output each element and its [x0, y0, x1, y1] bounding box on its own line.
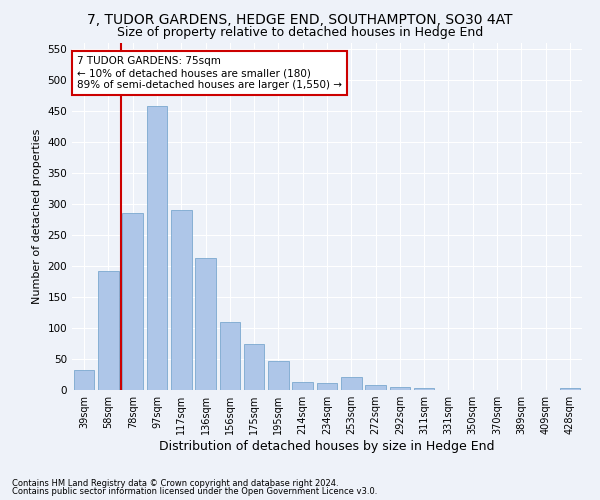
Bar — [74, 370, 94, 390]
Bar — [244, 344, 265, 390]
Bar — [268, 361, 289, 390]
Bar — [389, 387, 410, 390]
Y-axis label: Number of detached properties: Number of detached properties — [32, 128, 42, 304]
Bar — [220, 322, 240, 390]
Bar — [195, 258, 216, 390]
Bar — [171, 210, 191, 390]
Bar — [414, 388, 434, 390]
Text: Size of property relative to detached houses in Hedge End: Size of property relative to detached ho… — [117, 26, 483, 39]
Bar — [317, 382, 337, 390]
Text: Contains HM Land Registry data © Crown copyright and database right 2024.: Contains HM Land Registry data © Crown c… — [12, 478, 338, 488]
Text: 7 TUDOR GARDENS: 75sqm
← 10% of detached houses are smaller (180)
89% of semi-de: 7 TUDOR GARDENS: 75sqm ← 10% of detached… — [77, 56, 342, 90]
X-axis label: Distribution of detached houses by size in Hedge End: Distribution of detached houses by size … — [159, 440, 495, 453]
Bar — [98, 271, 119, 390]
Bar — [292, 382, 313, 390]
Bar — [560, 388, 580, 390]
Bar — [365, 385, 386, 390]
Text: Contains public sector information licensed under the Open Government Licence v3: Contains public sector information licen… — [12, 487, 377, 496]
Bar — [122, 213, 143, 390]
Bar — [146, 106, 167, 390]
Bar — [341, 377, 362, 390]
Text: 7, TUDOR GARDENS, HEDGE END, SOUTHAMPTON, SO30 4AT: 7, TUDOR GARDENS, HEDGE END, SOUTHAMPTON… — [87, 12, 513, 26]
